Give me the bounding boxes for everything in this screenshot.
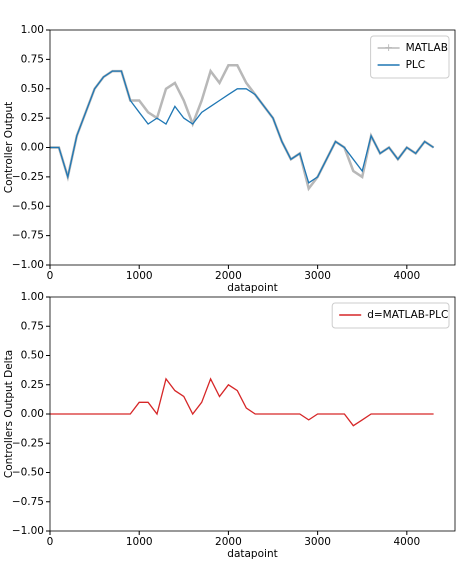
y-tick-label: −0.75 (12, 230, 44, 242)
legend-label: d=MATLAB-PLC (367, 309, 448, 321)
axes-frame (49, 29, 456, 266)
y-tick-label: 0.75 (21, 53, 44, 65)
x-tick-label: 4000 (393, 536, 420, 548)
y-tick-label: −0.75 (12, 496, 44, 508)
x-tick-label: 1000 (126, 536, 153, 548)
x-tick-label: 0 (47, 536, 54, 548)
legend-marker: + (384, 42, 393, 54)
y-axis-label: Controllers Output Delta (3, 350, 15, 478)
y-tick-label: 0.25 (21, 379, 44, 391)
x-tick-label: 2000 (215, 536, 242, 548)
plot-area (50, 64, 435, 192)
y-tick-label: 1.00 (21, 291, 44, 303)
y-tick-label: 0.25 (21, 112, 44, 124)
legend-box (370, 35, 450, 79)
x-tick-label: 3000 (304, 536, 331, 548)
x-tick-label: 2000 (215, 270, 242, 282)
x-axis-label: datapoint (227, 548, 277, 560)
x-tick-label: 0 (47, 270, 54, 282)
legend-label: PLC (406, 59, 426, 71)
series-line (50, 64, 435, 192)
legend-label: MATLAB (406, 42, 448, 54)
legend-box (331, 302, 450, 329)
y-tick-label: 0.50 (21, 83, 44, 95)
y-tick-label: −0.25 (12, 171, 44, 183)
x-tick-label: 1000 (126, 270, 153, 282)
plot-area (50, 377, 434, 427)
series-line (50, 70, 434, 184)
series-line (50, 377, 434, 427)
y-tick-label: 0.75 (21, 320, 44, 332)
x-tick-label: 3000 (304, 270, 331, 282)
y-tick-label: 0.00 (21, 142, 44, 154)
y-tick-label: 0.50 (21, 350, 44, 362)
y-tick-label: 1.00 (21, 24, 44, 36)
y-axis-label: Controller Output (3, 102, 15, 193)
y-tick-label: −1.00 (12, 259, 44, 271)
axes-frame (49, 296, 456, 532)
y-tick-label: −1.00 (12, 525, 44, 537)
y-tick-label: −0.50 (12, 467, 44, 479)
y-tick-label: −0.25 (12, 437, 44, 449)
y-tick-label: 0.00 (21, 408, 44, 420)
y-tick-label: −0.50 (12, 200, 44, 212)
x-tick-label: 4000 (393, 270, 420, 282)
x-axis-label: datapoint (227, 282, 277, 294)
